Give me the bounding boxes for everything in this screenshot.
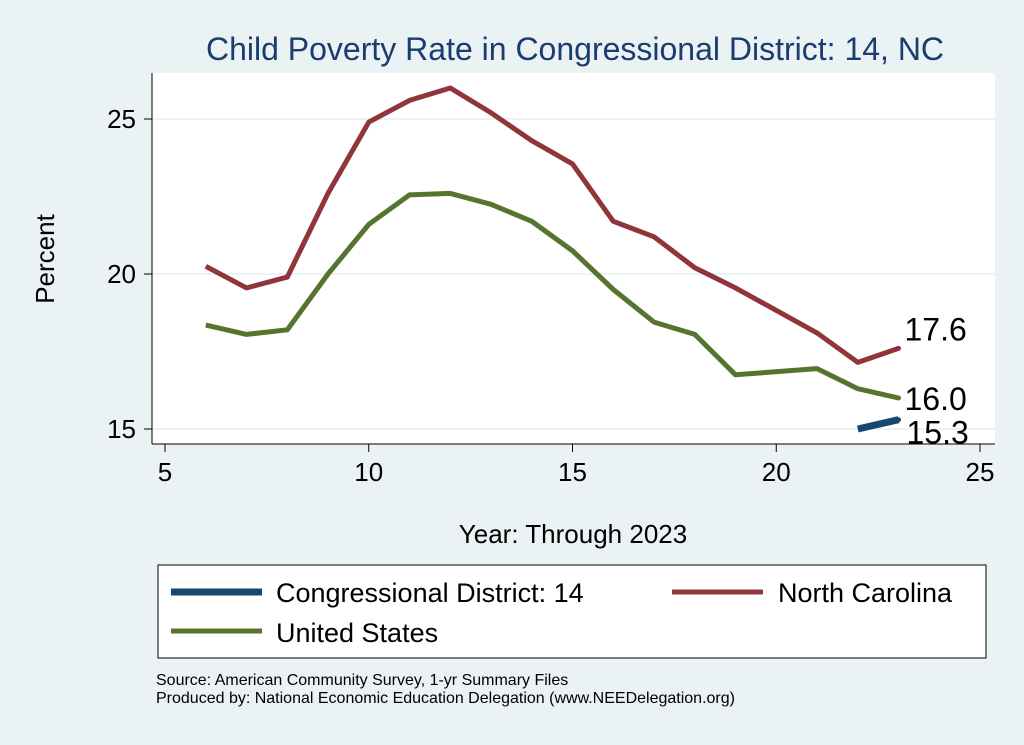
series-group: 15.3 17.6 16.0 (204, 85, 969, 451)
x-tick-label-15: 15 (558, 457, 587, 487)
x-tick-label-25: 25 (966, 457, 995, 487)
series-end-point-north-carolina (896, 345, 901, 351)
x-axis-title: Year: Through 2023 (459, 519, 687, 549)
gridlines (152, 118, 995, 430)
y-axis-title: Percent (30, 213, 60, 303)
y-tick-label-20: 20 (107, 259, 136, 289)
footer: Source: American Community Survey, 1-yr … (156, 672, 735, 708)
source-note: Source: American Community Survey, 1-yr … (156, 672, 569, 689)
legend-label-congressional-district: Congressional District: 14 (276, 578, 584, 608)
y-axis: 15 20 25 (107, 73, 153, 444)
end-label-congressional-district-14: 15.3 (907, 415, 969, 451)
x-axis: 5 10 15 20 25 (152, 443, 995, 487)
x-tick-label-5: 5 (158, 457, 172, 487)
series-line-north-carolina (204, 85, 900, 365)
plot-area (152, 73, 995, 444)
x-tick-label-10: 10 (354, 457, 383, 487)
producer-note: Produced by: National Economic Education… (156, 690, 735, 707)
series-end-point-united-states (896, 395, 901, 401)
series-line-united-states (205, 190, 900, 401)
y-tick-label-25: 25 (107, 104, 136, 134)
legend-box (157, 564, 987, 659)
legend-label-united-states: United States (276, 618, 438, 648)
end-label-north-carolina: 17.6 (905, 311, 967, 347)
y-tick-label-15: 15 (107, 414, 136, 444)
x-tick-label-20: 20 (762, 457, 791, 487)
chart-title: Child Poverty Rate in Congressional Dist… (206, 31, 944, 67)
legend-label-north-carolina: North Carolina (778, 578, 953, 608)
end-label-united-states: 16.0 (905, 381, 967, 417)
series-line-congressional-district-14 (857, 416, 900, 433)
series-end-point-congressional-district-14 (896, 417, 901, 423)
